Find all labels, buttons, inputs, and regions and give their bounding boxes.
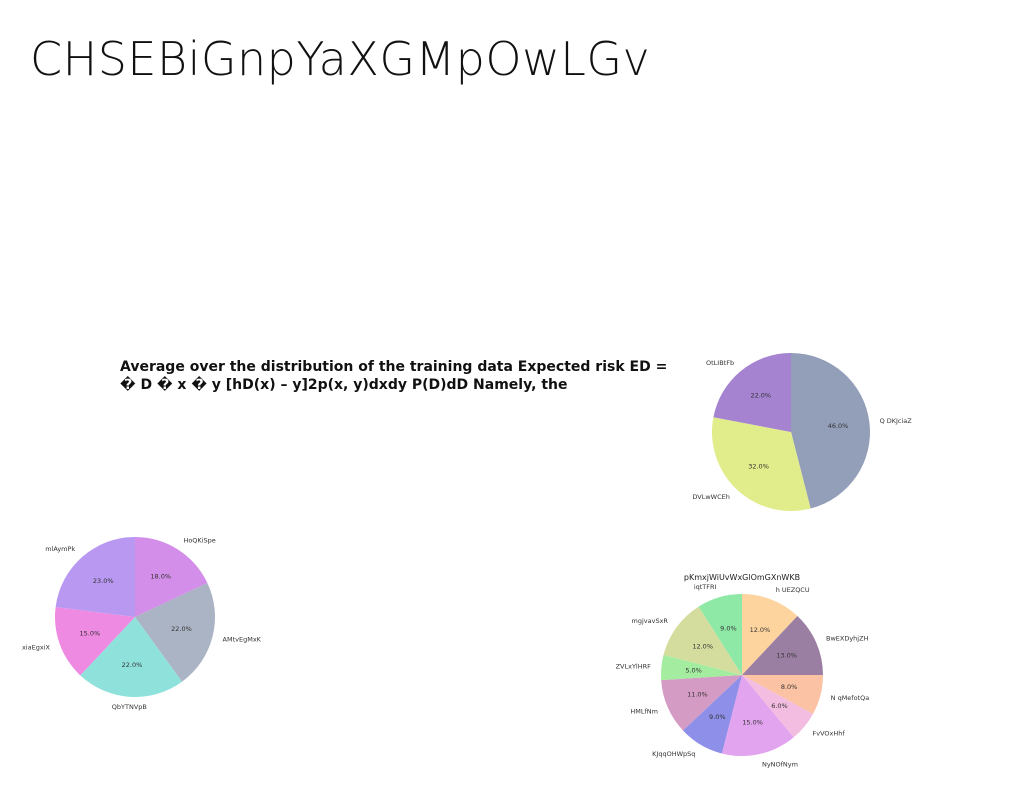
pie-category-label: h UEZQCU xyxy=(776,586,810,594)
pie-percent-label: 8.0% xyxy=(781,683,798,691)
pie-category-label: iqtTFRI xyxy=(694,583,717,591)
pie-slice-hmlfnm xyxy=(661,675,742,731)
pie-percent-label: 22.0% xyxy=(122,661,143,669)
pie-category-label: OtLIBtFb xyxy=(706,359,734,367)
pie-category-label: xiaEgxiX xyxy=(22,644,51,652)
pie-slice-h-uezqcu xyxy=(742,594,798,675)
pie-category-label: DVLwWCEh xyxy=(692,493,729,501)
pie-slice-dvlwwceh xyxy=(712,417,811,512)
body-text: Average over the distribution of the tra… xyxy=(120,359,668,393)
pie-slice-qbytnvpb xyxy=(80,617,183,697)
pie-slice-hoqkispe xyxy=(135,537,208,617)
pie-slice-zvlxylhrf xyxy=(661,654,742,681)
pie-category-label: N qMefotQa xyxy=(831,694,870,702)
pie-percent-label: 18.0% xyxy=(150,572,171,580)
pie-slice-kjqqohwpsq xyxy=(682,675,742,754)
pie-category-label: mlAymPk xyxy=(45,545,75,553)
pie-percent-label: 13.0% xyxy=(776,652,797,660)
pie-slice-bwexdyhjzh xyxy=(742,615,823,675)
pie-percent-label: 32.0% xyxy=(748,463,769,471)
pie-category-label: FvVOxHhf xyxy=(813,729,846,737)
pie-percent-label: 15.0% xyxy=(80,629,101,637)
pie-percent-label: 46.0% xyxy=(828,422,849,430)
pie-category-label: NyNOfNym xyxy=(762,760,798,768)
pie-slice-nynofnym xyxy=(721,675,794,757)
pie-percent-label: 11.0% xyxy=(687,690,708,698)
page-title: CHSEBiGnpYaXGMpOwLGv xyxy=(30,32,651,86)
pie-percent-label: 5.0% xyxy=(685,666,702,674)
pie-slice-mlaympk xyxy=(55,537,135,617)
pie-category-label: HoQKiSpe xyxy=(183,537,215,545)
pie-percent-label: 23.0% xyxy=(93,577,114,585)
pie-category-label: mgjvavSxR xyxy=(632,617,669,625)
pie-category-label: Q DKJciaZ xyxy=(880,417,913,425)
pie-percent-label: 12.0% xyxy=(692,642,713,650)
pie-percent-label: 9.0% xyxy=(709,713,726,721)
pie-percent-label: 22.0% xyxy=(750,391,771,399)
pie-percent-label: 6.0% xyxy=(771,702,788,710)
pie-category-label: KJqqOHWpSq xyxy=(652,750,695,758)
pie-slice-otlibtfb xyxy=(713,353,791,432)
pie-category-label: AMtvEgMxK xyxy=(223,635,262,643)
pie-category-label: QbYTNVpB xyxy=(112,703,147,711)
pie-slice-fvvoxhhf xyxy=(742,675,813,738)
pie-slice-mgjvavsxr xyxy=(663,606,742,675)
pie-slice-q-dkjciaz xyxy=(791,353,870,509)
pie-percent-label: 9.0% xyxy=(720,624,737,632)
pie-category-label: ZVLxYlHRF xyxy=(616,662,652,670)
pie-slice-amtvegmxk xyxy=(135,582,216,682)
pie-category-label: HMLfNm xyxy=(630,707,658,715)
pie-chart-title: pKmxjWiUvWxGlOmGXnWKB xyxy=(684,573,800,582)
pie-percent-label: 15.0% xyxy=(742,718,763,726)
pie-category-label: BwEXDyhjZH xyxy=(826,635,869,643)
pie-slice-n-qmefotqa xyxy=(742,675,823,715)
pie-slice-iqttfri xyxy=(698,594,742,675)
pie-percent-label: 22.0% xyxy=(171,625,192,633)
pie-percent-label: 12.0% xyxy=(750,626,771,634)
pie-slice-xiaegxix xyxy=(54,606,135,676)
